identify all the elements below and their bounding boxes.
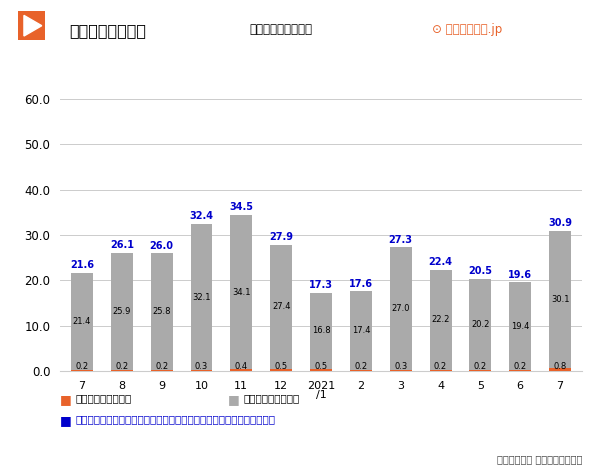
Text: 16.8: 16.8 bbox=[311, 327, 331, 336]
Polygon shape bbox=[24, 15, 42, 36]
Text: 25.9: 25.9 bbox=[113, 307, 131, 316]
Bar bbox=[549, 367, 571, 371]
Bar bbox=[191, 224, 212, 370]
Text: 27.0: 27.0 bbox=[391, 304, 410, 313]
Text: 21.6: 21.6 bbox=[70, 260, 94, 270]
Text: ■: ■ bbox=[60, 393, 72, 406]
Text: 32.1: 32.1 bbox=[192, 293, 211, 301]
Text: 19.4: 19.4 bbox=[511, 322, 529, 331]
Text: 0.3: 0.3 bbox=[394, 362, 407, 371]
Text: 0.5: 0.5 bbox=[314, 362, 328, 371]
Text: （単位：百万人泊）: （単位：百万人泊） bbox=[249, 23, 312, 36]
Text: 日本人延べ宿泊者数: 日本人延べ宿泊者数 bbox=[243, 393, 299, 403]
Bar bbox=[509, 282, 531, 370]
Text: 0.2: 0.2 bbox=[474, 362, 487, 371]
Bar bbox=[350, 370, 372, 371]
Bar bbox=[469, 370, 491, 371]
Text: 30.1: 30.1 bbox=[551, 295, 569, 304]
Text: 20.5: 20.5 bbox=[469, 266, 493, 276]
Bar bbox=[270, 245, 292, 369]
Text: 延べ宿泊数の推移: 延べ宿泊数の推移 bbox=[69, 23, 146, 38]
Bar bbox=[71, 370, 93, 371]
Text: 0.2: 0.2 bbox=[434, 362, 447, 371]
Text: 27.9: 27.9 bbox=[269, 232, 293, 242]
Bar bbox=[71, 273, 93, 370]
Text: 26.0: 26.0 bbox=[149, 240, 173, 250]
Text: 20.2: 20.2 bbox=[471, 320, 490, 329]
Bar bbox=[191, 370, 212, 371]
Bar bbox=[509, 370, 531, 371]
Text: 0.2: 0.2 bbox=[76, 362, 88, 371]
Text: 27.3: 27.3 bbox=[389, 235, 413, 245]
Bar bbox=[469, 278, 491, 370]
Text: 26.1: 26.1 bbox=[110, 240, 134, 250]
Text: 19.6: 19.6 bbox=[508, 269, 532, 279]
Text: 0.8: 0.8 bbox=[553, 362, 567, 371]
Bar bbox=[310, 293, 332, 369]
Text: 0.2: 0.2 bbox=[155, 362, 168, 371]
Bar bbox=[151, 370, 173, 371]
Bar bbox=[111, 370, 133, 371]
Text: ■: ■ bbox=[60, 414, 72, 427]
Bar bbox=[390, 370, 412, 371]
Text: 0.2: 0.2 bbox=[115, 362, 128, 371]
Text: 34.1: 34.1 bbox=[232, 288, 251, 297]
Text: 25.8: 25.8 bbox=[152, 307, 171, 316]
Bar bbox=[310, 369, 332, 371]
Text: 27.4: 27.4 bbox=[272, 302, 290, 311]
Bar bbox=[390, 248, 412, 370]
Text: 22.2: 22.2 bbox=[431, 316, 450, 325]
Text: 外国人延べ宿泊者数: 外国人延べ宿泊者数 bbox=[75, 393, 131, 403]
Text: 17.4: 17.4 bbox=[352, 327, 370, 336]
Text: 0.3: 0.3 bbox=[195, 362, 208, 371]
FancyBboxPatch shape bbox=[18, 11, 45, 40]
Text: 0.5: 0.5 bbox=[275, 362, 288, 371]
Text: 0.2: 0.2 bbox=[354, 362, 367, 371]
Text: 0.4: 0.4 bbox=[235, 362, 248, 371]
Bar bbox=[270, 369, 292, 371]
Text: 32.4: 32.4 bbox=[190, 211, 214, 221]
Text: 34.5: 34.5 bbox=[229, 202, 253, 212]
Text: ⊙ やまとごころ.jp: ⊙ やまとごころ.jp bbox=[432, 23, 502, 36]
Bar bbox=[549, 231, 571, 367]
Text: 30.9: 30.9 bbox=[548, 218, 572, 228]
Bar bbox=[230, 369, 252, 371]
Text: 17.6: 17.6 bbox=[349, 278, 373, 288]
Bar bbox=[230, 215, 252, 369]
Text: 17.3: 17.3 bbox=[309, 280, 333, 290]
Text: 21.4: 21.4 bbox=[73, 317, 91, 326]
Text: 出典：観光庁 宿泊旅行統計調査: 出典：観光庁 宿泊旅行統計調査 bbox=[497, 454, 582, 464]
Bar bbox=[430, 269, 452, 370]
Text: 0.2: 0.2 bbox=[514, 362, 527, 371]
Bar bbox=[151, 253, 173, 370]
Text: ■: ■ bbox=[228, 393, 240, 406]
Text: 22.4: 22.4 bbox=[428, 257, 452, 267]
Bar bbox=[350, 291, 372, 370]
Bar bbox=[430, 370, 452, 371]
Text: 青字の数値は、日本人及び外国人の延べ宿泊者数を合計した全体の数値: 青字の数値は、日本人及び外国人の延べ宿泊者数を合計した全体の数値 bbox=[75, 414, 275, 424]
Bar bbox=[111, 253, 133, 370]
